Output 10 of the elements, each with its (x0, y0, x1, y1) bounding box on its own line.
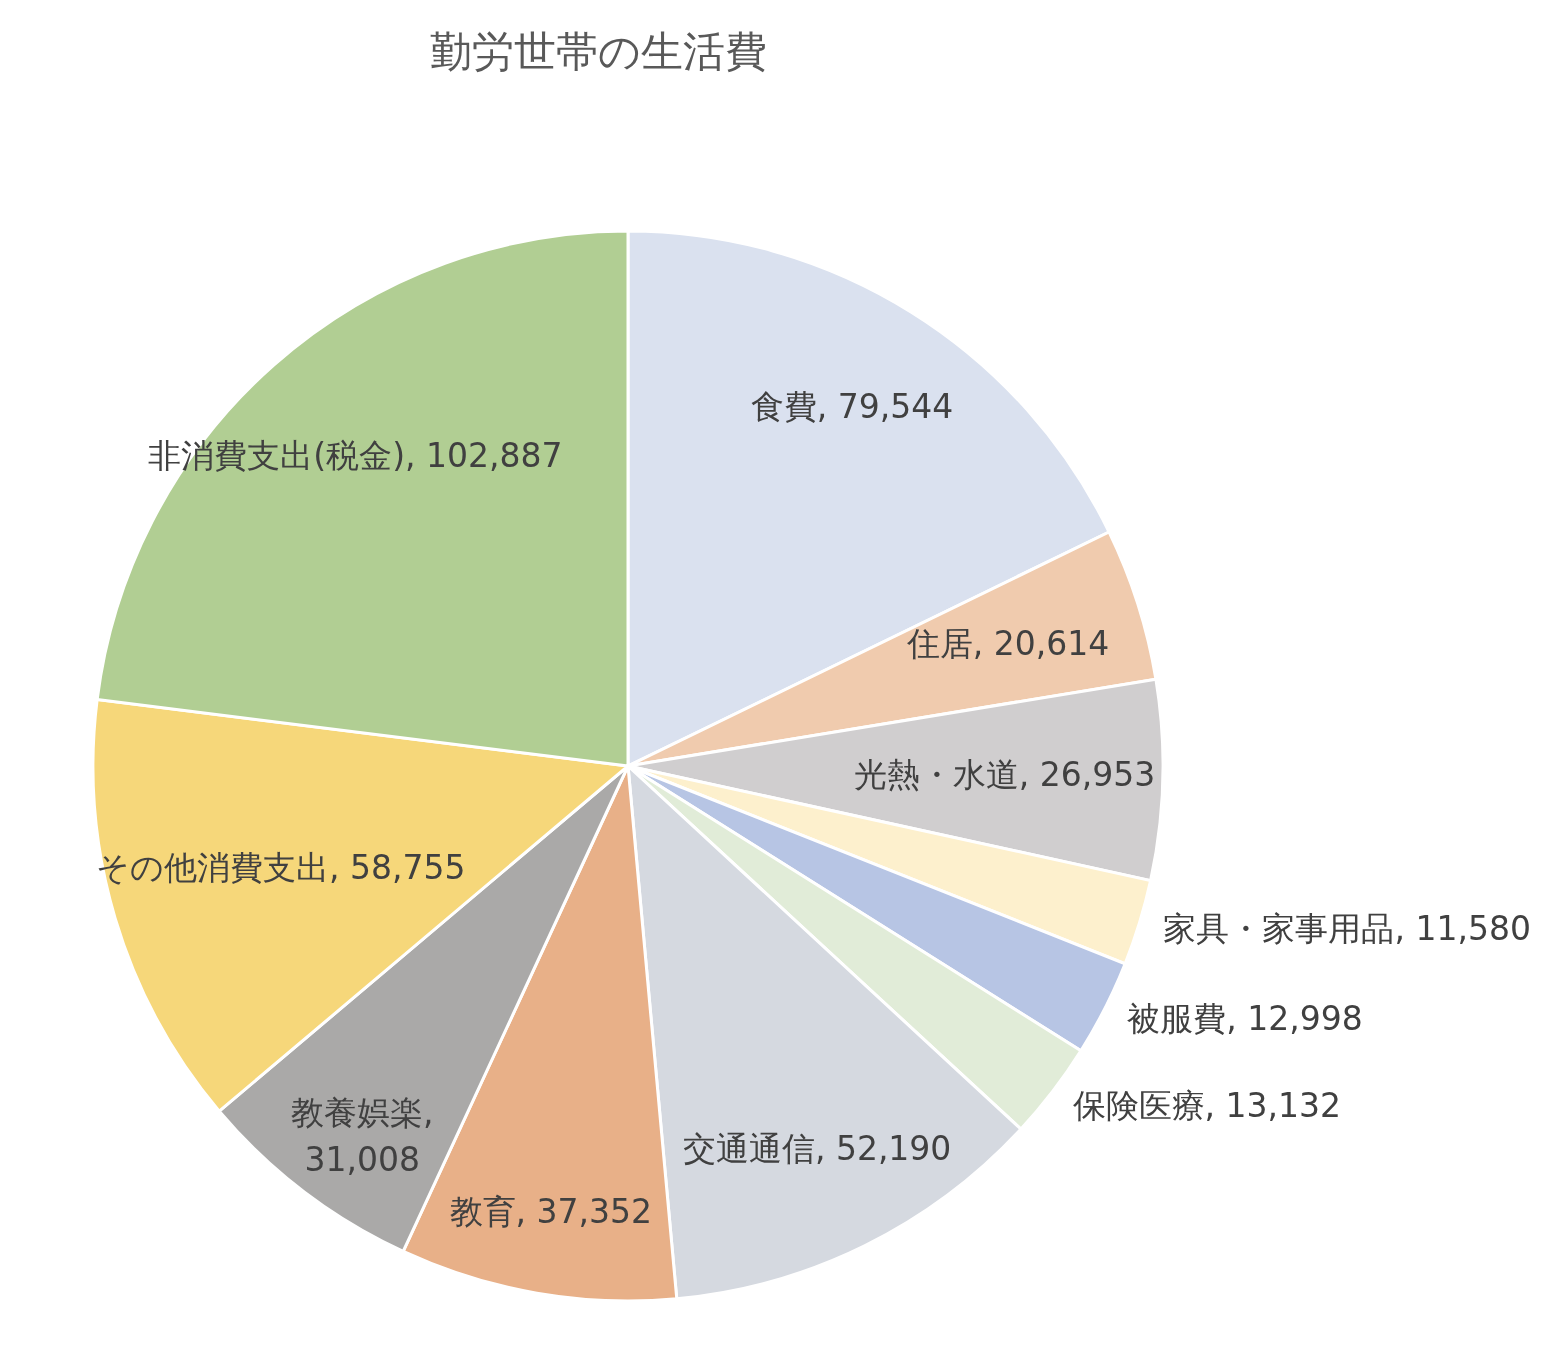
slice-label: 保険医療, 13,132 (1072, 1085, 1342, 1125)
slice-label: 被服費, 12,998 (1127, 998, 1363, 1038)
slice-label: 住居, 20,614 (905, 624, 1110, 664)
slice-label: 交通通信, 52,190 (682, 1128, 952, 1168)
slice-label: 光熱・水道, 26,953 (853, 754, 1156, 794)
slice-label: 教育, 37,352 (449, 1191, 652, 1231)
slice-label: 教養娯楽, 31,008 (290, 1093, 434, 1179)
chart-title: 勤労世帯の生活費 (430, 27, 767, 76)
slice-label: 食費, 79,544 (750, 386, 954, 426)
slice-label: 家具・家事用品, 11,580 (1163, 909, 1531, 949)
